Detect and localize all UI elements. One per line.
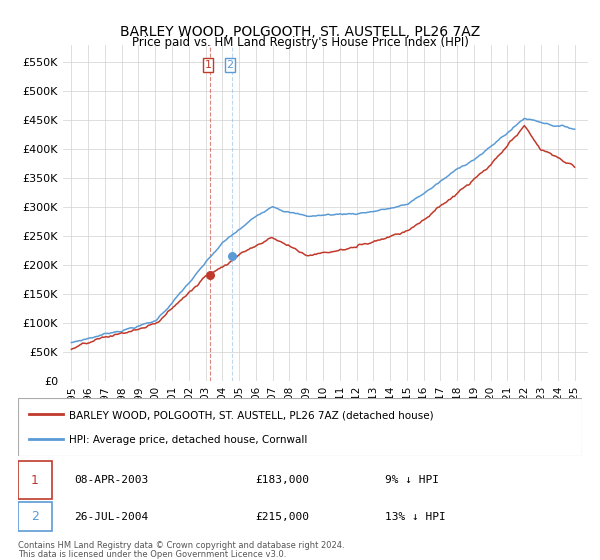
Point [205,270,215,279]
Text: HPI: Average price, detached house, Cornwall: HPI: Average price, detached house, Corn… [69,435,307,445]
FancyBboxPatch shape [18,502,52,531]
Text: BARLEY WOOD, POLGOOTH, ST. AUSTELL, PL26 7AZ: BARLEY WOOD, POLGOOTH, ST. AUSTELL, PL26… [120,25,480,39]
Text: 2: 2 [226,60,233,70]
FancyBboxPatch shape [18,461,52,499]
Text: 08-APR-2003: 08-APR-2003 [74,475,149,485]
Text: BARLEY WOOD, POLGOOTH, ST. AUSTELL, PL26 7AZ (detached house): BARLEY WOOD, POLGOOTH, ST. AUSTELL, PL26… [69,410,433,420]
Text: This data is licensed under the Open Government Licence v3.0.: This data is licensed under the Open Gov… [18,550,286,559]
Text: £183,000: £183,000 [255,475,309,485]
FancyBboxPatch shape [18,398,582,456]
Text: £215,000: £215,000 [255,512,309,522]
Text: 26-JUL-2004: 26-JUL-2004 [74,512,149,522]
Point [227,252,237,261]
Text: Contains HM Land Registry data © Crown copyright and database right 2024.: Contains HM Land Registry data © Crown c… [18,541,344,550]
Text: 1: 1 [205,60,212,70]
Text: 13% ↓ HPI: 13% ↓ HPI [385,512,445,522]
Text: 2: 2 [31,510,39,524]
Text: Price paid vs. HM Land Registry's House Price Index (HPI): Price paid vs. HM Land Registry's House … [131,36,469,49]
Text: 1: 1 [31,474,39,487]
Text: 9% ↓ HPI: 9% ↓ HPI [385,475,439,485]
